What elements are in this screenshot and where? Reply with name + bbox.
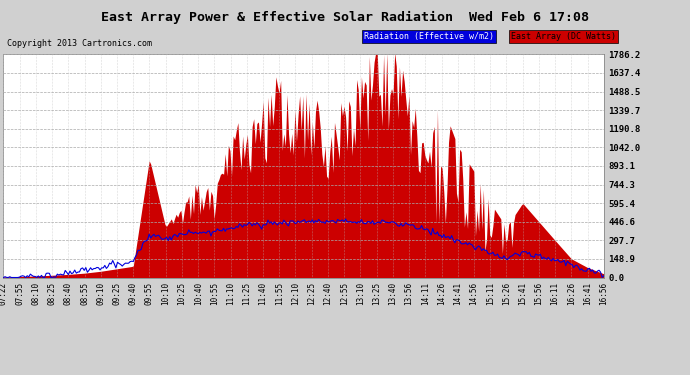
Text: Copyright 2013 Cartronics.com: Copyright 2013 Cartronics.com [7,39,152,48]
Text: Radiation (Effective w/m2): Radiation (Effective w/m2) [364,32,493,41]
Text: East Array Power & Effective Solar Radiation  Wed Feb 6 17:08: East Array Power & Effective Solar Radia… [101,11,589,24]
Text: East Array (DC Watts): East Array (DC Watts) [511,32,615,41]
